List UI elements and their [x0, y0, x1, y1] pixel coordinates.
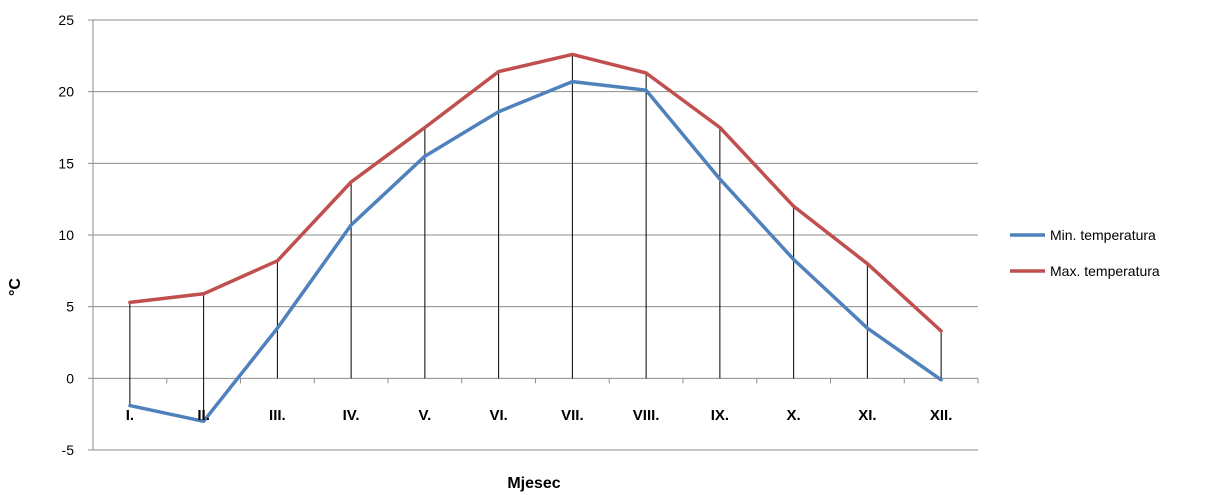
y-tick-label: 10: [58, 227, 74, 243]
x-tick-label: VI.: [489, 407, 507, 424]
x-tick-label: X.: [787, 407, 801, 424]
x-tick-label: VIII.: [633, 407, 660, 424]
axes: [92, 20, 979, 450]
x-tick-label: III.: [269, 407, 286, 424]
x-axis-ticks: I. II. III. IV. V. VI. VII. VIII. IX. X. XI. XII.: [126, 407, 953, 424]
x-tick-label: XI.: [858, 407, 876, 424]
y-tick-label: 15: [58, 155, 74, 171]
x-tick-label: II.: [197, 407, 210, 424]
gridlines: [93, 19, 978, 451]
legend-label: Max. temperatura: [1050, 263, 1160, 279]
y-tick-label: 20: [58, 84, 74, 100]
series-line-max: [128, 52, 943, 333]
x-tick-label: VII.: [561, 407, 584, 424]
y-axis-ticks: -5 0 5 10 15 20 25: [58, 12, 93, 458]
y-tick-label: 5: [66, 299, 74, 315]
legend: Min. temperatura Max. temperatura: [1010, 227, 1160, 279]
y-axis-title: °C: [7, 278, 24, 296]
y-tick-label: -5: [62, 442, 75, 458]
y-tick-label: 25: [58, 12, 74, 28]
y-tick-label: 0: [66, 370, 74, 386]
x-tick-label: V.: [418, 407, 431, 424]
legend-label: Min. temperatura: [1050, 227, 1156, 243]
x-tick-label: IV.: [343, 407, 360, 424]
series-lines: [128, 52, 943, 424]
drop-lines: [129, 54, 942, 422]
series-line-min: [128, 79, 943, 424]
x-tick-label: XII.: [930, 407, 953, 424]
x-axis-title: Mjesec: [507, 475, 560, 492]
x-tick-label: IX.: [711, 407, 729, 424]
x-tick-label: I.: [126, 407, 134, 424]
